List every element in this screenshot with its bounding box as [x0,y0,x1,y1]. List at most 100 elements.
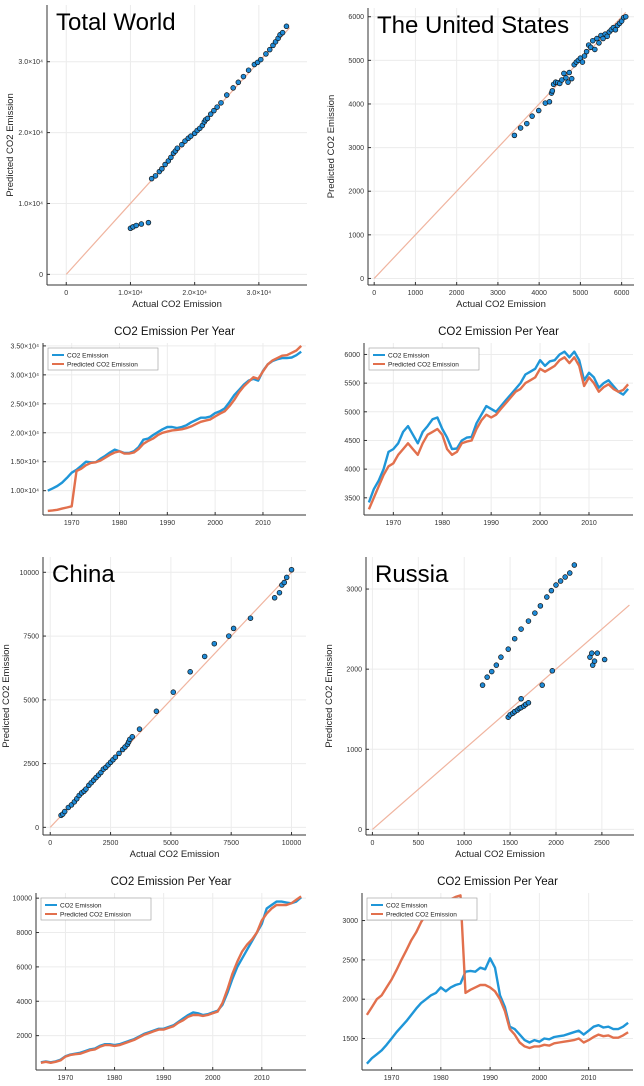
x-tick-label: 0 [48,840,52,847]
legend-label: CO2 Emission [60,903,102,910]
scatter-point [279,29,286,36]
x-tick-label: 1980 [434,520,450,527]
x-tick-label: 2000 [532,520,548,527]
y-tick-label: 1.0×10⁴ [18,201,43,208]
scatter-point [529,113,535,119]
chart-title: Russia [375,561,449,588]
series-line-actual [367,350,630,503]
y-axis-label: Predicted CO2 Emission [1,644,12,747]
x-tick-label: 1970 [384,1075,400,1082]
x-tick-label: 2000 [548,840,564,847]
scatter-point [581,53,588,59]
y-axis-label: Predicted CO2 Emission [5,93,16,196]
scatter-point [604,33,610,40]
legend-box [47,347,159,371]
scatter-point [488,668,495,675]
scatter-point [263,51,269,57]
y-tick-label: 3000 [342,918,358,925]
y-tick-label: 4500 [344,438,360,445]
scatter-point [563,75,569,81]
scatter-point [271,595,278,601]
scatter-point [235,79,242,86]
x-tick-label: 10000 [282,840,302,847]
x-tick-label: 0 [370,840,374,847]
y-tick-label: 0 [35,825,39,832]
scatter-point [159,165,165,172]
scatter-point [592,46,598,53]
chart-panel-7: 1970 1980 1990 2000 2010 2000 4000 6000 8000 1000… [13,876,306,1082]
x-tick-label: 1970 [58,1075,74,1082]
chart-panel-5: 0 2500 5000 7500 10000 0 2500 5000 7500 10000 Chin… [1,557,306,860]
scatter-point [568,75,575,82]
x-tick-label: 2500 [594,840,610,847]
scatter-point [583,48,590,55]
scatter-point [116,750,122,757]
scatter-point [276,589,283,596]
scatter-point [112,754,119,760]
scatter-point [548,587,555,594]
y-tick-label: 1.00×10⁴ [10,488,39,495]
x-axis-label: Actual CO2 Emission [455,849,545,860]
scatter-point [484,674,490,680]
x-tick-label: 1980 [107,1075,123,1082]
x-tick-label: 1980 [112,520,128,527]
chart-panel-1: 0 1.0×10⁴ 2.0×10⁴ 3.0×10⁴ 0 1.0×10⁴ 2.0×10⁴ 3.0… [5,5,307,310]
x-tick-label: 1000 [456,840,472,847]
x-tick-label: 2010 [255,520,271,527]
scatter-point [525,700,532,706]
x-tick-label: 3000 [490,290,506,297]
x-tick-label: 2010 [581,520,597,527]
scatter-point [561,70,567,77]
y-tick-label: 5000 [348,58,364,65]
scatter-point [170,689,177,695]
scatter-point [549,668,556,674]
scatter-point [594,35,600,42]
y-tick-label: 2500 [342,957,358,964]
y-tick-label: 3.0×10⁴ [18,59,43,66]
plot-area [47,5,307,285]
y-tick-label: 3000 [346,587,362,594]
x-tick-label: 4000 [531,290,547,297]
x-tick-label: 5000 [573,290,589,297]
y-tick-label: 8000 [16,930,32,937]
scatter-point [479,682,486,688]
scatter-point [258,56,264,63]
x-tick-label: 1000 [408,290,424,297]
y-tick-label: 2000 [342,997,358,1004]
x-tick-label: 1990 [482,1075,498,1082]
legend-label: CO2 Emission [388,353,430,360]
chart-title: CO2 Emission Per Year [437,876,558,888]
scatter-point [539,682,545,688]
legend-label: CO2 Emission [67,353,109,360]
chart-title: CO2 Emission Per Year [438,326,559,338]
y-tick-label: 0 [360,276,364,283]
scatter-point [600,35,606,42]
scatter-point [493,662,500,668]
scatter-point [207,111,214,117]
scatter-point [288,567,295,573]
scatter-point [226,633,232,639]
chart-title: CO2 Emission Per Year [114,326,235,338]
scatter-point [612,27,619,33]
legend-label: CO2 Emission [386,903,428,910]
y-tick-label: 2000 [16,1033,32,1040]
chart-title: CO2 Emission Per Year [111,876,232,888]
chart-title: Total World [56,9,176,36]
scatter-point [211,107,217,114]
scatter-point [61,808,68,815]
scatter-point [283,574,290,581]
y-tick-label: 0 [358,827,362,834]
x-axis-label: Actual CO2 Emission [130,849,220,860]
scatter-point [138,221,145,227]
scatter-point [571,562,578,568]
y-tick-label: 10000 [13,896,33,903]
scatter-point [240,73,247,80]
chart-panel-4: 1970 1980 1990 2000 2010 3500 4000 4500 5000 5500… [344,326,633,527]
scatter-point [214,104,220,110]
scatter-point [565,79,571,85]
scatter-point [152,173,159,179]
y-tick-label: 1.50×10⁴ [10,459,39,466]
y-tick-label: 1000 [346,747,362,754]
scatter-point [587,44,594,51]
x-tick-label: 3.0×10⁴ [247,290,272,297]
